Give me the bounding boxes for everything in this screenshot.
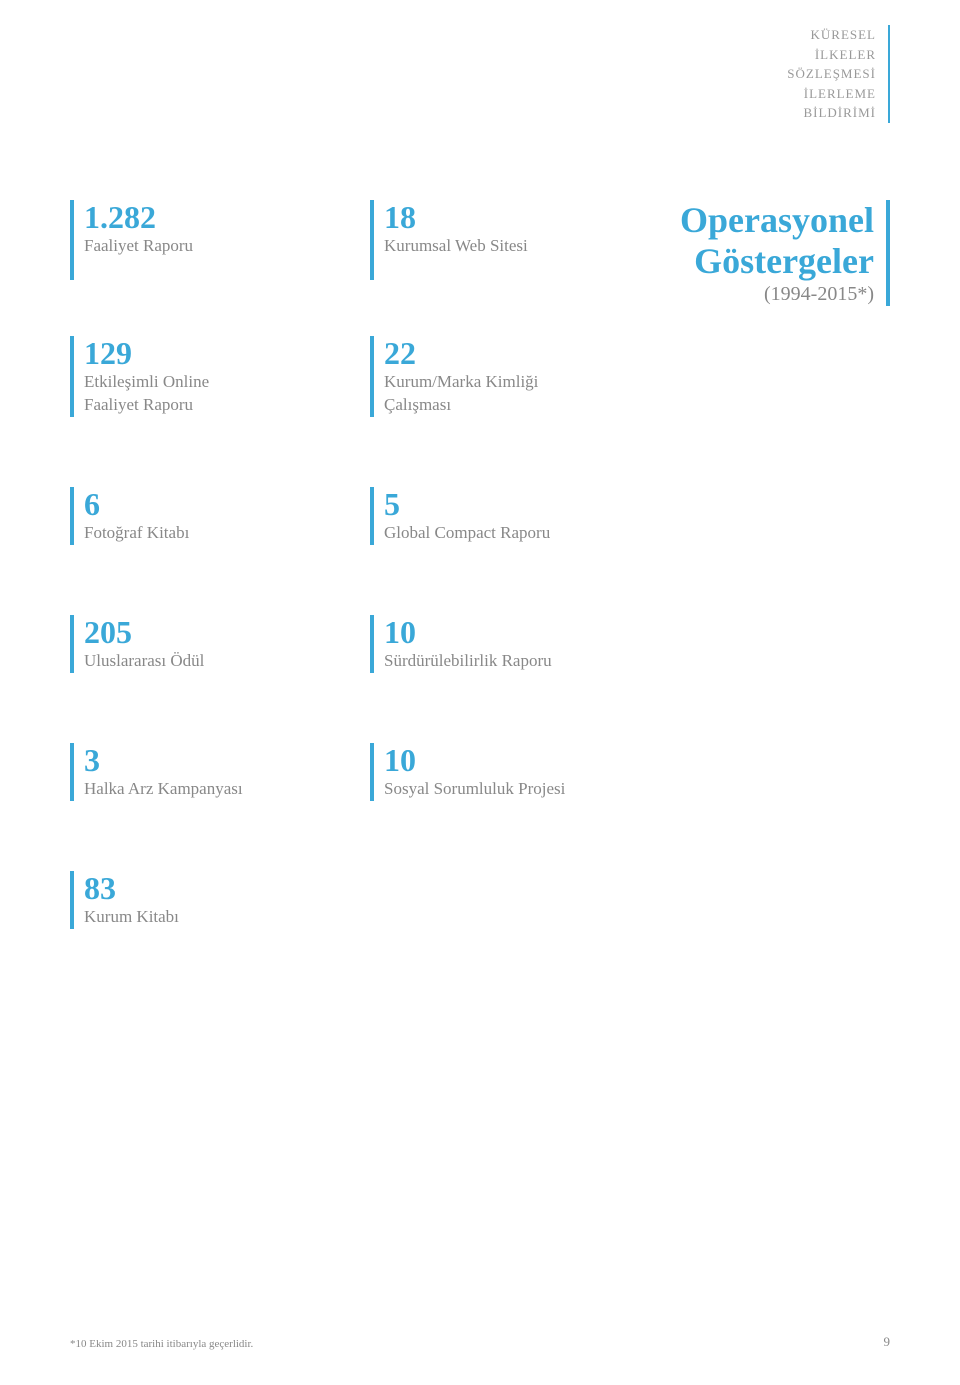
stat-surdurulebilirlik: 10 Sürdürülebilirlik Raporu [370,615,670,673]
header-line: SÖZLEŞMESİ [787,64,876,84]
stat-label: Global Compact Raporu [384,522,670,545]
stat-label: Sürdürülebilirlik Raporu [384,650,670,673]
header-line: İLKELER [787,45,876,65]
stats-row: 6 Fotoğraf Kitabı 5 Global Compact Rapor… [70,487,890,545]
stat-number: 205 [84,615,370,650]
document-header: KÜRESEL İLKELER SÖZLEŞMESİ İLERLEME BİLD… [787,25,890,123]
stat-label: Sosyal Sorumluluk Projesi [384,778,670,801]
stat-label: Faaliyet Raporu [84,394,370,417]
stats-row: 129 Etkileşimli Online Faaliyet Raporu 2… [70,336,890,417]
stat-fotograf-kitabi: 6 Fotoğraf Kitabı [70,487,370,545]
stats-row: 83 Kurum Kitabı [70,871,890,929]
stat-uluslararasi-odul: 205 Uluslararası Ödül [70,615,370,673]
stat-label: Faaliyet Raporu [84,235,370,258]
stats-row: 3 Halka Arz Kampanyası 10 Sosyal Sorumlu… [70,743,890,801]
stat-label: Uluslararası Ödül [84,650,370,673]
stat-number: 10 [384,615,670,650]
page-title: Operasyonel Göstergeler (1994-2015*) [670,200,890,306]
stat-faaliyet-raporu: 1.282 Faaliyet Raporu [70,200,370,280]
footnote: *10 Ekim 2015 tarihi itibarıyla geçerlid… [70,1338,253,1350]
stat-kurum-marka: 22 Kurum/Marka Kimliği Çalışması [370,336,670,417]
stat-number: 22 [384,336,670,371]
stat-number: 10 [384,743,670,778]
page-number: 9 [884,1334,891,1350]
stat-number: 83 [84,871,370,906]
stats-row: 205 Uluslararası Ödül 10 Sürdürülebilirl… [70,615,890,673]
stat-number: 1.282 [84,200,370,235]
stat-number: 18 [384,200,670,235]
title-subtitle: (1994-2015*) [670,283,874,306]
stat-label: Kurum/Marka Kimliği [384,371,670,394]
stat-label: Etkileşimli Online [84,371,370,394]
stat-label: Halka Arz Kampanyası [84,778,370,801]
stat-etkilesimli-online: 129 Etkileşimli Online Faaliyet Raporu [70,336,370,417]
stat-halka-arz: 3 Halka Arz Kampanyası [70,743,370,801]
stat-number: 129 [84,336,370,371]
title-line: Operasyonel [670,200,874,241]
stat-kurum-kitabi: 83 Kurum Kitabı [70,871,370,929]
content-area: 1.282 Faaliyet Raporu 18 Kurumsal Web Si… [70,200,890,999]
stat-sosyal-sorumluluk: 10 Sosyal Sorumluluk Projesi [370,743,670,801]
stat-number: 5 [384,487,670,522]
stat-number: 6 [84,487,370,522]
stats-row: 1.282 Faaliyet Raporu 18 Kurumsal Web Si… [70,200,890,306]
header-line: KÜRESEL [787,25,876,45]
header-line: İLERLEME [787,84,876,104]
stat-label: Kurum Kitabı [84,906,370,929]
stat-kurumsal-web: 18 Kurumsal Web Sitesi [370,200,670,280]
stat-global-compact: 5 Global Compact Raporu [370,487,670,545]
stat-label: Fotoğraf Kitabı [84,522,370,545]
title-line: Göstergeler [670,241,874,282]
stat-label: Çalışması [384,394,670,417]
header-line: BİLDİRİMİ [787,103,876,123]
stat-label: Kurumsal Web Sitesi [384,235,670,258]
stat-number: 3 [84,743,370,778]
